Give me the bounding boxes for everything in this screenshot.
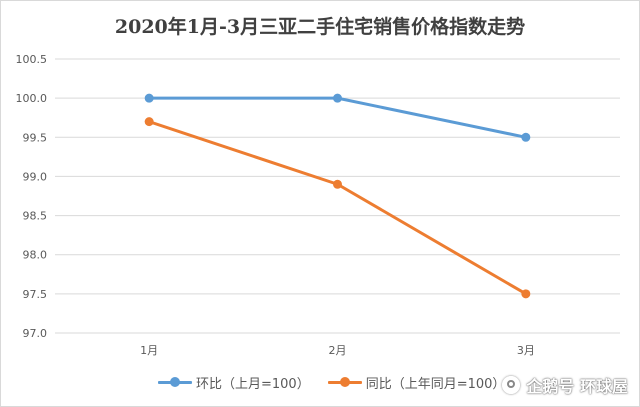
- chart-title: 2020年1月-3月三亚二手住宅销售价格指数走势: [114, 16, 526, 38]
- series-2-line: [147, 120, 528, 296]
- penguin-icon: [502, 376, 521, 394]
- legend-item-series-2: 同比（上年同月=100）: [327, 373, 506, 392]
- y-tick-label: 97.0: [23, 327, 48, 340]
- y-tick-label: 97.5: [23, 288, 48, 301]
- y-tick-label: 100.5: [16, 53, 48, 66]
- series-2-point: [521, 289, 531, 299]
- legend-swatch-series-2: [327, 375, 362, 389]
- series-1-point: [521, 132, 531, 142]
- x-tick-label: 1月: [140, 344, 158, 357]
- series-2-point: [333, 179, 342, 189]
- series-2-point: [144, 117, 154, 127]
- y-tick-label: 98.0: [23, 249, 48, 262]
- y-axis-ticks: 97.0 97.5 98.0 98.5 99.0 99.5 100.0 100.5: [16, 53, 48, 340]
- y-tick-label: 99.0: [23, 170, 48, 183]
- series-1-point: [333, 93, 342, 103]
- legend-label-series-2: 同比（上年同月=100）: [365, 376, 506, 392]
- x-tick-label: 3月: [517, 344, 535, 357]
- watermark: 企鹅号 环球屋: [502, 373, 628, 397]
- watermark-text: 企鹅号 环球屋: [526, 377, 628, 396]
- x-axis-ticks: 1月 2月 3月: [140, 344, 535, 357]
- series-layer: [144, 93, 531, 299]
- y-tick-label: 99.5: [23, 131, 48, 144]
- legend-label-series-1: 环比（上月=100）: [196, 376, 310, 392]
- legend-item-series-1: 环比（上月=100）: [158, 373, 310, 392]
- x-tick-label: 2月: [329, 344, 347, 357]
- series-1-point: [144, 93, 154, 103]
- series-1-line: [147, 96, 528, 139]
- y-tick-label: 98.5: [23, 210, 48, 223]
- y-tick-label: 100.0: [16, 92, 48, 105]
- legend-swatch-series-1: [158, 375, 192, 389]
- legend: 环比（上月=100） 同比（上年同月=100）: [158, 372, 523, 392]
